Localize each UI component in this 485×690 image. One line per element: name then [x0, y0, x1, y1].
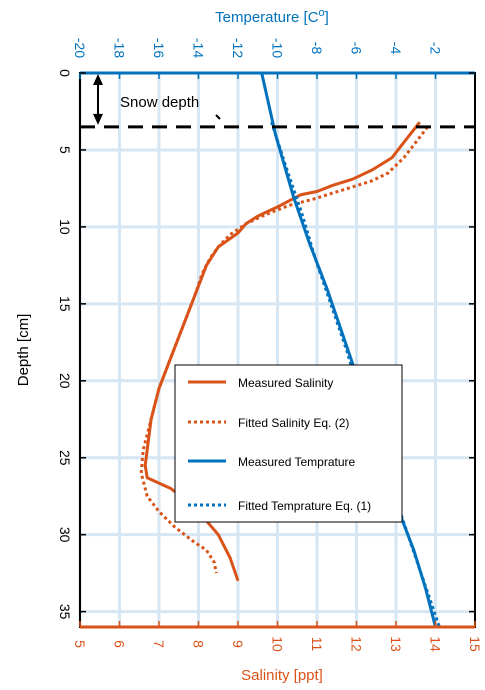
temperature-tick-label: -14: [191, 38, 207, 58]
legend-label-fitted-salinity: Fitted Salinity Eq. (2): [238, 416, 349, 430]
snow-depth-arrow-head-bottom: [93, 113, 103, 125]
salinity-axis-title: Salinity [ppt]: [241, 667, 323, 684]
temperature-tick-label: -8: [309, 42, 325, 55]
temperature-tick-label: -6: [349, 42, 365, 55]
temperature-tick-label: -12: [230, 38, 246, 58]
salinity-tick-label: 5: [72, 640, 88, 648]
temperature-tick-label: -20: [72, 38, 88, 58]
legend-label-fitted-temperature: Fitted Temprature Eq. (1): [238, 499, 371, 513]
salinity-tick-label: 14: [428, 636, 444, 652]
depth-tick-label: 0: [57, 69, 73, 77]
salinity-tick-label: 10: [270, 636, 286, 652]
depth-tick-label: 30: [57, 527, 73, 543]
grid-lines: [78, 73, 475, 627]
snow-depth-pointer: [215, 114, 221, 120]
legend-box: [174, 364, 403, 523]
temperature-tick-label: -4: [388, 42, 404, 55]
salinity-tick-label: 15: [467, 636, 483, 652]
depth-tick-label: 20: [57, 373, 73, 389]
salinity-tick-label: 7: [151, 640, 167, 648]
legend-label-measured-temperature: Measured Temprature: [238, 455, 355, 469]
legend-label-measured-salinity: Measured Salinity: [238, 376, 333, 390]
salinity-tick-label: 9: [230, 640, 246, 648]
legend: Measured Salinity Fitted Salinity Eq. (2…: [174, 364, 403, 523]
snow-depth-label: Snow depth: [120, 94, 199, 111]
axis-ticks: -20 -18 -16 -14 -12 -10 -8 -6 -4 -2 5 6 7 8 9 10 11 12 13 1…: [57, 38, 483, 652]
depth-tick-label: 25: [57, 450, 73, 466]
salinity-tick-label: 13: [388, 636, 404, 652]
snow-depth-annotation: Snow depth: [80, 74, 475, 129]
series-line-fitted-salinity-eq-2: [139, 125, 429, 574]
temperature-axis-title: Temperature [Co]: [215, 7, 329, 26]
salinity-tick-label: 8: [191, 640, 207, 648]
snow-depth-arrow-head-top: [93, 74, 103, 85]
salinity-tick-label: 6: [112, 640, 128, 648]
depth-tick-label: 10: [57, 219, 73, 235]
series-line-measured-temprature: [260, 72, 437, 628]
temperature-tick-label: -10: [270, 38, 286, 58]
salinity-tick-label: 12: [349, 636, 365, 652]
temperature-tick-label: -16: [151, 38, 167, 58]
depth-tick-label: 35: [57, 604, 73, 620]
temperature-tick-label: -2: [428, 42, 444, 55]
depth-tick-label: 15: [57, 296, 73, 312]
depth-tick-label: 5: [57, 146, 73, 154]
series-line-fitted-temprature-eq-1: [270, 121, 441, 628]
salinity-tick-label: 11: [309, 637, 325, 652]
temperature-tick-label: -18: [112, 38, 128, 58]
depth-axis-title: Depth [cm]: [15, 314, 32, 387]
